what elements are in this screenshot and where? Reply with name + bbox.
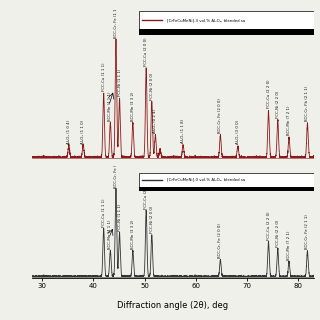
FancyBboxPatch shape: [139, 173, 314, 187]
Text: Diffraction angle (2θ), deg: Diffraction angle (2θ), deg: [117, 301, 228, 310]
Text: BCC-Mn (4 1 1): BCC-Mn (4 1 1): [108, 91, 112, 121]
Text: BCC-Cr, Fe (1 1 0): BCC-Cr, Fe (1 1 0): [114, 153, 118, 188]
FancyBboxPatch shape: [139, 11, 314, 29]
Text: BCC-Mn (4 1 1): BCC-Mn (4 1 1): [108, 220, 112, 249]
Text: FCC-Ni (2 0 0): FCC-Ni (2 0 0): [150, 206, 154, 233]
Text: FCC-Ni (2 2 0): FCC-Ni (2 2 0): [276, 91, 280, 118]
Text: BCC-Cr, Fe (2 1 1): BCC-Cr, Fe (2 1 1): [306, 214, 309, 249]
Text: BCC-Mn (3 3 2): BCC-Mn (3 3 2): [131, 91, 135, 121]
Text: BCC-Mn (7 2 1): BCC-Mn (7 2 1): [287, 230, 291, 260]
Text: FCC-Cu (2 2 0): FCC-Cu (2 2 0): [267, 80, 270, 108]
Text: FCC-Cu (2 0 0): FCC-Cu (2 0 0): [144, 38, 148, 66]
Bar: [139, 29, 314, 35]
Text: BCC-Cr, Fb (2 1 1): BCC-Cr, Fb (2 1 1): [306, 85, 309, 121]
Text: BCC-Cr, Fe (2 0 0): BCC-Cr, Fe (2 0 0): [219, 223, 222, 258]
Text: [CrFeCuMnNi]-3 vol.% Al₂O₃, blended sa: [CrFeCuMnNi]-3 vol.% Al₂O₃, blended sa: [167, 18, 245, 22]
Text: FCC-Ni (2 0 0): FCC-Ni (2 0 0): [150, 72, 154, 100]
Text: FCC-Cu (2 0 0): FCC-Cu (2 0 0): [144, 180, 148, 209]
Bar: [139, 187, 314, 191]
Text: Al₂O₃ (1 1 8): Al₂O₃ (1 1 8): [181, 119, 185, 143]
Text: Al₂O₃ (1 0 4): Al₂O₃ (1 0 4): [67, 120, 71, 144]
Text: FCC-Cu (2 2 0): FCC-Cu (2 2 0): [267, 211, 270, 240]
Text: BCC-Cr, Fe (2 0 0): BCC-Cr, Fe (2 0 0): [219, 98, 222, 133]
Text: BCC-Cr, Fe (1 1 0): BCC-Cr, Fe (1 1 0): [114, 3, 118, 38]
Text: FCC-Cu (1 1 1): FCC-Cu (1 1 1): [102, 62, 106, 91]
Text: BCC-Mn (7 2 1): BCC-Mn (7 2 1): [287, 106, 291, 135]
Text: FCC-Ni (1 1 1): FCC-Ni (1 1 1): [117, 203, 122, 231]
Text: Al₂O₃ (3 0 0): Al₂O₃ (3 0 0): [236, 120, 240, 144]
Text: [CrFeCuMnNi]-0 vol.% Al₂O₃, blended sa: [CrFeCuMnNi]-0 vol.% Al₂O₃, blended sa: [167, 178, 245, 182]
Text: Al₂O₃ (1 1 0): Al₂O₃ (1 1 0): [81, 120, 85, 144]
Text: FCC-Cu (1 1 1): FCC-Cu (1 1 1): [102, 198, 106, 227]
Text: FCC-Ni (2 2 0): FCC-Ni (2 2 0): [276, 220, 280, 247]
Text: Al₂O₃ (0 2 4): Al₂O₃ (0 2 4): [153, 109, 157, 133]
Text: FCC-Ni (1 1 1): FCC-Ni (1 1 1): [117, 68, 122, 96]
Text: BCC-Mn (3 3 2): BCC-Mn (3 3 2): [131, 220, 135, 249]
